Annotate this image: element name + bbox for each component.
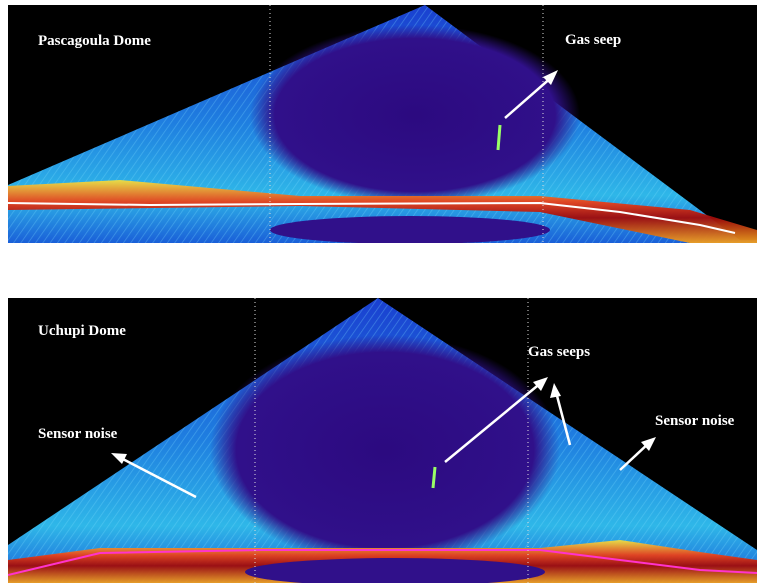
annotation: Gas seep <box>565 32 621 48</box>
sonar-panel <box>8 298 757 583</box>
arrow <box>504 70 558 119</box>
sonar-panel <box>8 5 757 243</box>
panel-title: Uchupi Dome <box>38 323 126 339</box>
annotation: Sensor noise <box>38 426 118 442</box>
panel-title: Pascagoula Dome <box>38 33 151 49</box>
annotation: Gas seeps <box>528 344 590 360</box>
arrow <box>111 377 656 499</box>
annotation: Sensor noise <box>655 413 735 429</box>
